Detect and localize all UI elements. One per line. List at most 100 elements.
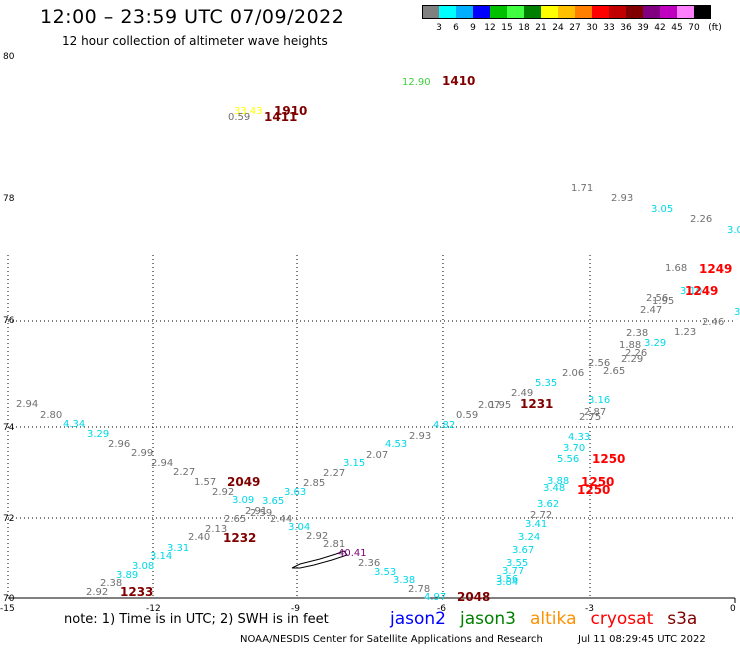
wave-height-label: 3.09 <box>232 495 254 506</box>
wave-height-label: 4.34 <box>63 419 85 430</box>
wave-height-label: 3.05 <box>651 204 673 215</box>
legend-item-jason2: jason2 <box>390 609 446 629</box>
wave-height-label: 2.27 <box>173 467 195 478</box>
colorbar-swatch <box>456 5 473 19</box>
pass-time-label: 1910 <box>274 104 307 118</box>
wave-height-label: 2.75 <box>579 412 601 423</box>
wave-height-label: 1.95 <box>652 296 674 307</box>
wave-height-label: 3.29 <box>87 429 109 440</box>
colorbar-swatch <box>609 5 626 19</box>
wave-height-label: 2.87 <box>584 407 606 418</box>
wave-height-label: 3.31 <box>167 543 189 554</box>
wave-height-label: 2.56 <box>646 293 668 304</box>
x-tick-label: -12 <box>146 604 161 614</box>
wave-height-label: 2.93 <box>611 193 633 204</box>
colorbar-swatch <box>575 5 592 19</box>
wave-height-label: 3.10 <box>680 286 702 297</box>
credit-text: NOAA/NESDIS Center for Satellite Applica… <box>240 634 543 645</box>
colorbar-label: 6 <box>453 23 459 33</box>
y-tick-label: 76 <box>3 316 15 326</box>
wave-height-label: 2.26 <box>625 348 647 359</box>
wave-height-label: 2.56 <box>588 358 610 369</box>
x-tick-label: 0 <box>730 604 736 614</box>
wave-height-label: 2.99 <box>131 448 153 459</box>
map-title: 12:00 – 23:59 UTC 07/09/2022 <box>40 6 345 28</box>
wave-height-label: 2.07 <box>478 400 500 411</box>
pass-time-label: 1410 <box>442 74 475 88</box>
wave-height-label: 3.29 <box>644 338 666 349</box>
wave-height-label: 3.15 <box>343 458 365 469</box>
colorbar-swatch <box>541 5 558 19</box>
wave-height-label: 2.91 <box>245 506 267 517</box>
wave-height-label: 3.89 <box>116 570 138 581</box>
pass-time-label: 2048 <box>457 590 490 604</box>
wave-height-label: 3.16 <box>588 395 610 406</box>
x-tick-label: -15 <box>0 604 15 614</box>
colorbar-swatch <box>677 5 694 19</box>
wave-height-label: 4.82 <box>433 420 455 431</box>
wave-height-label: 2.06 <box>562 368 584 379</box>
pass-time-label: 1250 <box>592 452 625 466</box>
colorbar-swatch <box>473 5 490 19</box>
wave-height-label: 3.65 <box>262 496 284 507</box>
colorbar-label: 70 <box>688 23 700 33</box>
wave-height-label: 2.92 <box>306 531 328 542</box>
wave-height-label: 2.38 <box>626 328 648 339</box>
wave-height-label: 1.71 <box>571 183 593 194</box>
wave-height-label: 2.96 <box>108 439 130 450</box>
colorbar-swatch <box>490 5 507 19</box>
colorbar-label: 27 <box>569 23 581 33</box>
pass-time-label: 2049 <box>227 475 260 489</box>
wave-height-label: 0.59 <box>456 410 478 421</box>
wave-height-label: 1.57 <box>194 477 216 488</box>
wave-height-label: 2.27 <box>323 468 345 479</box>
wave-height-label: 2.36 <box>358 558 380 569</box>
wave-height-label: 3.88 <box>547 476 569 487</box>
wave-height-label: 1.23 <box>674 327 696 338</box>
pass-time-label: 1411 <box>264 110 297 124</box>
colorbar-swatch <box>592 5 609 19</box>
colorbar-label: 45 <box>671 23 683 33</box>
wave-height-label: 2.49 <box>511 388 533 399</box>
wave-height-label: 3.67 <box>512 545 534 556</box>
wave-height-label: 2.13 <box>205 524 227 535</box>
colorbar-label: 3 <box>436 23 442 33</box>
pass-time-label: 1250 <box>577 483 610 497</box>
wave-height-label: 2.65 <box>224 514 246 525</box>
wave-height-label: 2.47 <box>640 305 662 316</box>
colorbar-label: 33 <box>603 23 615 33</box>
wave-height-label: 4.97 <box>424 592 446 603</box>
pass-time-label: 1232 <box>223 531 256 545</box>
wave-height-label: 40.41 <box>338 548 367 559</box>
wave-height-label: 2.93 <box>409 431 431 442</box>
colorbar-swatch <box>643 5 660 19</box>
wave-height-label: 3.08 <box>132 561 154 572</box>
colorbar-swatch <box>422 5 439 19</box>
wave-height-label: 2.07 <box>366 450 388 461</box>
wave-height-label: 3.62 <box>537 499 559 510</box>
wave-height-label: 3.48 <box>543 483 565 494</box>
colorbar-swatch <box>558 5 575 19</box>
wave-height-label: 3.56 <box>496 574 518 585</box>
wave-height-label: 2.65 <box>603 366 625 377</box>
y-tick-label: 78 <box>3 194 15 204</box>
footer-note: note: 1) Time is in UTC; 2) SWH is in fe… <box>64 612 329 627</box>
colorbar-swatch <box>626 5 643 19</box>
wave-height-label: 3.04 <box>288 522 310 533</box>
wave-height-label: 2.94 <box>151 458 173 469</box>
wave-height-label: 2.85 <box>303 478 325 489</box>
wave-height-label: 2.38 <box>100 578 122 589</box>
wave-height-label: 4.33 <box>568 432 590 443</box>
wave-height-label: 2.78 <box>408 584 430 595</box>
y-tick-label: 74 <box>3 423 15 433</box>
wave-height-label: 3.53 <box>374 567 396 578</box>
pass-time-label: 1231 <box>520 397 553 411</box>
colorbar-frame <box>422 5 711 19</box>
colorbar-label: 39 <box>637 23 649 33</box>
wave-height-label: 3.41 <box>525 519 547 530</box>
legend-item-jason3: jason3 <box>460 609 516 629</box>
colorbar-unit: (ft) <box>708 23 722 33</box>
wave-height-label: 2.29 <box>621 354 643 365</box>
colorbar-label: 42 <box>654 23 666 33</box>
x-tick-label: -9 <box>291 604 300 614</box>
